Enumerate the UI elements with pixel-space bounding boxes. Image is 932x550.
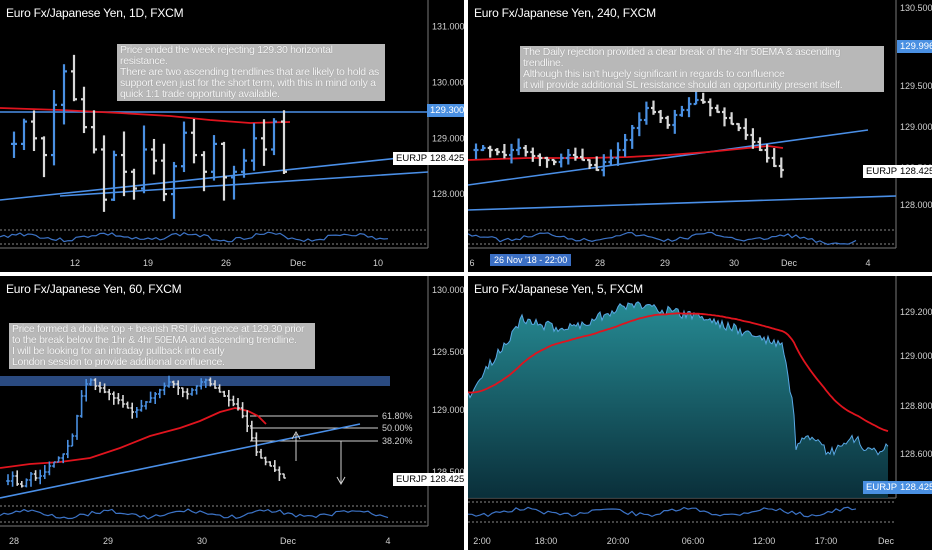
y-tick-label: 128.000 [432, 189, 464, 199]
x-tick-label: 28 [595, 258, 605, 268]
x-tick-label: 19 [143, 258, 153, 268]
y-tick-label: 129.200 [900, 307, 932, 317]
x-tick-label: 26 [221, 258, 231, 268]
y-tick-label: 129.000 [432, 133, 464, 143]
ascending-trendline-2 [59, 171, 429, 197]
x-tick-label: 29 [103, 536, 113, 546]
y-tick-label: 130.500 [900, 3, 932, 13]
y-tick-label: 128.000 [900, 200, 932, 210]
ascending-trendline [0, 423, 361, 499]
ascending-trendline-2 [468, 129, 869, 186]
panel-4h[interactable]: 130.500129.500129.000128.500128.00062829… [468, 0, 932, 272]
y-tick-label: 129.000 [900, 351, 932, 361]
level-tag: 129.996 [897, 40, 932, 53]
y-tick-label: 128.600 [900, 449, 932, 459]
y-tick-label: 130.000 [432, 78, 464, 88]
symbol-tag: EURJPY [393, 473, 437, 486]
crosshair-time: 26 Nov '18 - 22:00 [490, 254, 572, 266]
panel-5m[interactable]: 129.200 129.000 128.800 128.600 2:00 18:00 20:… [468, 276, 932, 550]
price-tag: 128.425 [897, 481, 932, 494]
price-line [468, 301, 889, 457]
rsi-line [468, 231, 857, 246]
x-tick-label: Dec [290, 258, 307, 268]
y-tick-label: 129.500 [432, 347, 464, 357]
x-tick-label: 06:00 [682, 536, 705, 546]
x-tick-label: 12:00 [753, 536, 776, 546]
fib-level-label: 50.00% [382, 423, 413, 433]
x-tick-label: 10 [373, 258, 383, 268]
y-tick-label: 129.500 [900, 81, 932, 91]
x-tick-label: 2:00 [473, 536, 491, 546]
ascending-trendline-1 [468, 195, 897, 211]
price-tag: 128.425 [427, 152, 464, 165]
symbol-tag: EURJPY [863, 165, 907, 178]
analysis-note[interactable]: Price ended the week rejecting 129.30 ho… [117, 44, 385, 101]
panel-title: Euro Fx/Japanese Yen, 1D, FXCM [6, 6, 184, 20]
target-arrow-down-head [336, 476, 346, 486]
h4-chart[interactable]: 130.500129.500129.000128.500128.00062829… [468, 0, 932, 272]
x-tick-label: Dec [878, 536, 895, 546]
rsi-line [468, 506, 857, 518]
symbol-tag: EURJPY [393, 152, 437, 165]
x-tick-label: 17:00 [815, 536, 838, 546]
price-tag: 128.425 [897, 165, 932, 178]
h1-chart[interactable]: 130.000 129.500 129.000 128.500 61.80% 50.00%… [0, 276, 464, 550]
rsi-line [0, 508, 389, 520]
analysis-note[interactable]: Price formed a double top + bearish RSI … [9, 323, 315, 369]
panel-1h[interactable]: 130.000 129.500 129.000 128.500 61.80% 50.00%… [0, 276, 464, 550]
x-tick-label: 20:00 [607, 536, 630, 546]
y-tick-label: 129.000 [900, 122, 932, 132]
y-tick-label: 130.000 [432, 285, 464, 295]
price-tag: 128.425 [427, 473, 464, 486]
x-tick-label: 29 [660, 258, 670, 268]
y-tick-label: 128.800 [900, 401, 932, 411]
x-tick-label: 28 [9, 536, 19, 546]
x-tick-label: 4 [865, 258, 870, 268]
rsi-line [0, 231, 389, 243]
y-tick-label: 128.500 [432, 467, 464, 477]
x-tick-label: 6 [469, 258, 474, 268]
level-tag: 129.300 [427, 104, 464, 117]
fib-level-label: 61.80% [382, 411, 413, 421]
pullback-arrow-up-head [291, 430, 301, 440]
panel-daily[interactable]: 131.000 130.000 129.000 128.000 12 19 26 Dec 10 … [0, 0, 464, 272]
x-tick-label: Dec [280, 536, 297, 546]
ema-50-line [468, 312, 889, 432]
y-tick-label: 129.000 [432, 405, 464, 415]
x-tick-label: 30 [197, 536, 207, 546]
daily-chart[interactable]: 131.000 130.000 129.000 128.000 12 19 26 Dec 10 [0, 0, 464, 272]
panel-title: Euro Fx/Japanese Yen, 240, FXCM [474, 6, 656, 20]
panel-title: Euro Fx/Japanese Yen, 60, FXCM [6, 282, 182, 296]
x-tick-label: 4 [385, 536, 390, 546]
x-tick-label: Dec [781, 258, 798, 268]
x-tick-label: 30 [729, 258, 739, 268]
price-area [468, 301, 888, 498]
ema-50-line [0, 107, 291, 124]
panel-title: Euro Fx/Japanese Yen, 5, FXCM [474, 282, 643, 296]
y-tick-label: 131.000 [432, 22, 464, 32]
resistance-zone [0, 376, 390, 386]
analysis-note[interactable]: The Daily rejection provided a clear bre… [520, 46, 884, 92]
m5-chart[interactable]: 129.200 129.000 128.800 128.600 2:00 18:00 20:… [468, 276, 932, 550]
symbol-tag: EURJPY [863, 481, 907, 494]
fib-level-label: 38.20% [382, 436, 413, 446]
x-tick-label: 12 [70, 258, 80, 268]
x-tick-label: 18:00 [535, 536, 558, 546]
